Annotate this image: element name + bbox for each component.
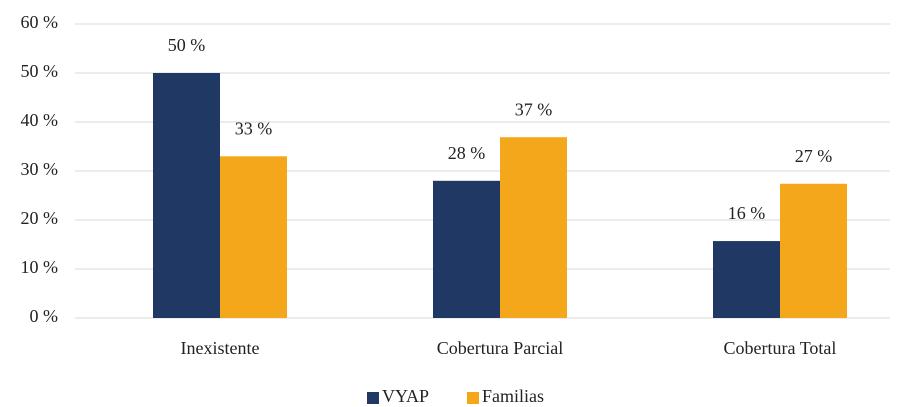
y-tick-label: 60 % [21, 12, 59, 32]
bar [153, 73, 220, 318]
legend-swatch [467, 392, 479, 404]
legend-label: Familias [482, 386, 544, 406]
x-tick-label: Cobertura Parcial [437, 338, 563, 358]
data-label: 37 % [515, 99, 553, 119]
bar [500, 137, 567, 318]
legend-swatch [367, 392, 379, 404]
data-label: 16 % [728, 203, 766, 223]
y-tick-label: 10 % [21, 257, 59, 277]
data-label: 33 % [235, 118, 273, 138]
x-tick-label: Inexistente [181, 338, 260, 358]
bar [220, 156, 287, 318]
x-tick-label: Cobertura Total [724, 338, 837, 358]
bar [713, 241, 780, 318]
bar [433, 180, 500, 318]
y-tick-label: 20 % [21, 208, 59, 228]
y-tick-label: 30 % [21, 159, 59, 179]
data-label: 28 % [448, 143, 486, 163]
bar [780, 183, 847, 318]
data-label: 27 % [795, 146, 833, 166]
y-tick-label: 50 % [21, 61, 59, 81]
legend-label: VYAP [382, 386, 429, 406]
y-tick-label: 0 % [30, 306, 59, 326]
data-label: 50 % [168, 35, 206, 55]
y-tick-label: 40 % [21, 110, 59, 130]
